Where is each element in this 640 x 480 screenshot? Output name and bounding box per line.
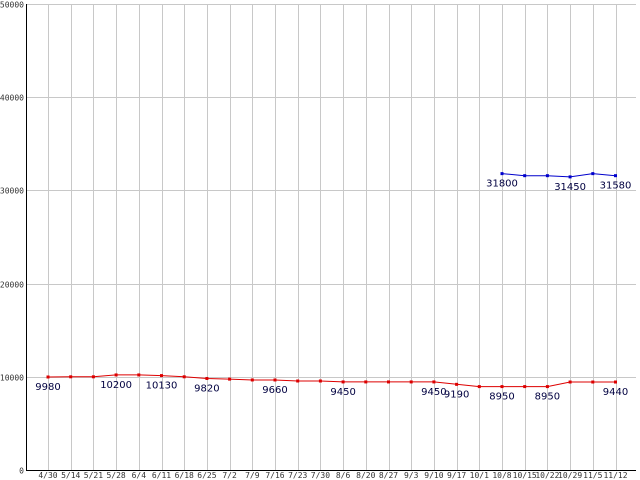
x-tick-label: 10/22 — [535, 471, 559, 480]
data-label: 9820 — [194, 383, 219, 394]
data-point — [500, 385, 504, 389]
y-tick-label: 30000 — [0, 187, 24, 196]
data-point — [614, 380, 617, 384]
data-point — [69, 375, 73, 379]
data-point — [591, 380, 595, 384]
x-tick-label: 11/5 — [583, 471, 602, 480]
series-line — [501, 173, 616, 178]
y-tick-label: 10000 — [0, 374, 24, 383]
x-tick-label: 10/8 — [492, 471, 511, 480]
data-point — [91, 375, 95, 379]
data-label: 9450 — [330, 387, 355, 398]
data-point — [455, 382, 459, 386]
data-label: 10130 — [146, 381, 178, 392]
data-point — [296, 379, 300, 383]
x-tick-label: 10/29 — [558, 471, 582, 480]
x-tick-label: 8/20 — [356, 471, 375, 480]
x-tick-label: 7/30 — [311, 471, 330, 480]
data-label: 8950 — [489, 392, 514, 403]
data-point — [341, 380, 345, 384]
data-label: 31450 — [554, 182, 586, 193]
data-point — [614, 174, 617, 178]
grid-lines — [26, 4, 636, 470]
data-point — [432, 380, 436, 384]
data-label: 10200 — [100, 380, 132, 391]
x-tick-label: 11/12 — [603, 471, 627, 480]
x-tick-label: 9/3 — [404, 471, 419, 480]
x-tick-label: 9/10 — [424, 471, 443, 480]
data-label: 31580 — [600, 181, 632, 192]
series-line — [47, 374, 616, 388]
data-point — [591, 172, 595, 176]
x-tick-label: 7/2 — [222, 471, 237, 480]
data-point — [568, 175, 572, 179]
data-point — [273, 378, 277, 382]
data-point — [568, 380, 572, 384]
x-tick-label: 7/16 — [265, 471, 284, 480]
data-point — [477, 385, 481, 389]
data-label: 31800 — [486, 179, 518, 190]
data-point — [160, 374, 163, 378]
y-tick-label: 50000 — [0, 1, 24, 10]
x-tick-label: 10/15 — [513, 471, 537, 480]
x-tick-label: 9/17 — [447, 471, 466, 480]
data-label: 9660 — [262, 385, 287, 396]
x-tick-label: 5/14 — [61, 471, 80, 480]
data-point — [387, 380, 390, 384]
data-point — [364, 380, 368, 384]
x-tick-label: 8/27 — [379, 471, 398, 480]
y-tick-label: 20000 — [0, 281, 24, 290]
data-point — [523, 385, 527, 389]
data-point — [523, 174, 527, 178]
data-point — [318, 379, 322, 383]
data-point — [500, 172, 504, 176]
data-point — [545, 385, 549, 389]
data-label: 8950 — [535, 392, 560, 403]
data-point — [228, 377, 232, 381]
data-label: 9450 — [421, 387, 446, 398]
x-tick-label: 4/30 — [38, 471, 57, 480]
x-tick-label: 5/21 — [84, 471, 103, 480]
axes — [26, 4, 636, 471]
data-point — [205, 376, 209, 380]
y-tick-labels: 0 10000 20000 30000 40000 50000 — [0, 1, 24, 476]
x-tick-label: 6/4 — [132, 471, 147, 480]
x-tick-label: 6/11 — [152, 471, 171, 480]
data-point — [545, 174, 549, 178]
x-tick-labels: 4/30 5/14 5/21 5/28 6/4 6/11 6/18 6/25 7/2 7/9 7/1… — [38, 471, 627, 480]
data-point — [137, 373, 141, 377]
x-tick-label: 5/28 — [106, 471, 125, 480]
data-point — [182, 375, 186, 379]
x-tick-label: 7/23 — [288, 471, 307, 480]
data-label: 9190 — [444, 389, 469, 400]
series-lines — [46, 172, 617, 389]
x-tick-label: 8/6 — [336, 471, 351, 480]
x-tick-label: 10/1 — [470, 471, 489, 480]
data-point — [46, 375, 50, 379]
data-point — [114, 373, 118, 377]
x-tick-label: 6/18 — [175, 471, 194, 480]
data-point — [409, 380, 413, 384]
data-label: 9440 — [603, 387, 628, 398]
data-point — [250, 378, 254, 382]
y-tick-label: 40000 — [0, 94, 24, 103]
data-label: 9980 — [35, 382, 60, 393]
x-tick-label: 7/9 — [245, 471, 260, 480]
x-tick-label: 6/25 — [197, 471, 216, 480]
y-tick-label: 0 — [19, 467, 24, 476]
